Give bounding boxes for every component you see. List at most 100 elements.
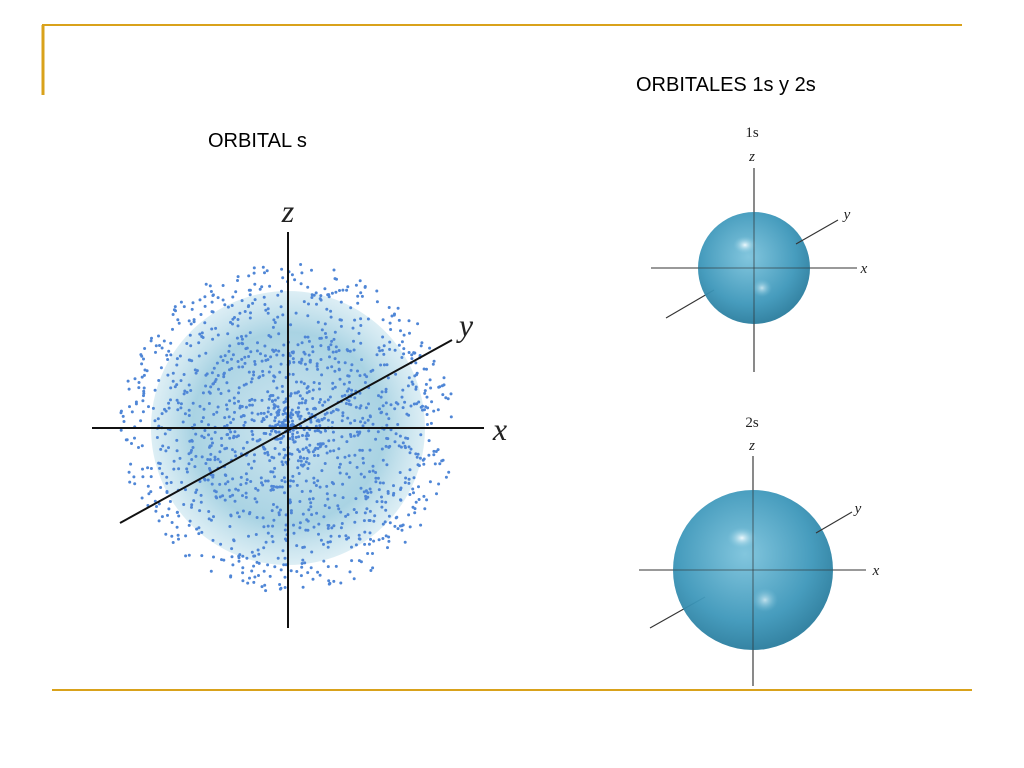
dot xyxy=(273,466,277,470)
dot xyxy=(255,349,259,353)
dot xyxy=(365,375,369,379)
dot xyxy=(248,511,252,514)
dot xyxy=(415,373,418,377)
dot xyxy=(432,449,436,453)
orbital-2s: 2s z y x xyxy=(639,415,880,686)
dot xyxy=(198,404,202,408)
dot xyxy=(283,400,287,404)
dot xyxy=(119,428,123,432)
dot xyxy=(441,458,445,462)
dot xyxy=(411,487,415,491)
dot xyxy=(212,555,215,559)
dot xyxy=(329,411,333,415)
dot xyxy=(227,389,231,393)
dot xyxy=(323,400,327,404)
dot xyxy=(149,475,153,479)
dot xyxy=(183,412,187,416)
dot xyxy=(160,472,164,476)
dot xyxy=(272,406,276,410)
dot xyxy=(371,469,375,473)
dot xyxy=(271,524,275,528)
dot xyxy=(309,501,313,505)
dot xyxy=(236,318,240,321)
dot xyxy=(155,505,158,508)
dot xyxy=(228,495,232,498)
dot xyxy=(295,570,299,573)
dot xyxy=(165,353,169,357)
dot xyxy=(159,486,163,489)
dot xyxy=(348,461,352,465)
dot xyxy=(322,559,326,563)
dot xyxy=(359,420,362,424)
dot xyxy=(161,444,165,448)
dot xyxy=(327,439,331,443)
dot xyxy=(241,494,244,498)
dot xyxy=(140,362,144,366)
dot xyxy=(153,419,157,423)
dot xyxy=(243,361,247,365)
dot xyxy=(204,282,208,286)
dot xyxy=(316,454,320,457)
dot xyxy=(353,396,357,400)
dot xyxy=(349,306,353,310)
dot xyxy=(253,575,257,579)
dot xyxy=(301,512,305,516)
dot xyxy=(137,446,140,449)
dot xyxy=(227,415,231,419)
dot xyxy=(166,373,170,377)
dot xyxy=(304,434,308,438)
dot xyxy=(237,365,241,369)
dot xyxy=(371,368,375,372)
dot xyxy=(260,585,264,589)
dot xyxy=(396,527,400,531)
dot xyxy=(298,417,302,421)
dot xyxy=(312,293,316,297)
dot xyxy=(301,585,305,589)
dot xyxy=(227,349,231,353)
dot xyxy=(153,388,157,392)
dot xyxy=(276,556,280,560)
dot xyxy=(436,408,440,412)
dot xyxy=(229,513,233,517)
dot xyxy=(326,526,330,530)
dot xyxy=(228,436,232,440)
dot xyxy=(281,420,285,424)
dot xyxy=(217,387,220,391)
dot xyxy=(221,359,225,362)
dot xyxy=(350,388,354,392)
dot xyxy=(235,336,239,340)
dot xyxy=(371,552,374,555)
dot xyxy=(149,339,153,343)
dot xyxy=(340,419,344,423)
dot xyxy=(442,376,446,380)
dot xyxy=(280,460,284,464)
dot xyxy=(283,556,287,560)
dot xyxy=(394,372,398,376)
dot xyxy=(142,389,146,393)
dot xyxy=(296,459,300,463)
dot xyxy=(197,526,201,530)
dot xyxy=(364,497,368,501)
dot xyxy=(372,519,376,523)
dot xyxy=(312,476,316,480)
dot xyxy=(173,305,177,309)
dot xyxy=(327,582,331,586)
dot xyxy=(435,492,438,496)
dot xyxy=(231,477,235,481)
dot xyxy=(259,476,263,480)
dot xyxy=(247,370,251,374)
dot xyxy=(211,441,214,445)
dot xyxy=(319,358,323,361)
dot xyxy=(211,337,215,341)
dot xyxy=(231,295,235,299)
dot xyxy=(299,459,303,463)
dot xyxy=(294,435,298,439)
dot xyxy=(266,450,269,454)
dot xyxy=(225,360,229,364)
dot xyxy=(392,484,395,488)
dot xyxy=(263,451,267,455)
dot xyxy=(243,355,247,359)
dot xyxy=(250,466,254,470)
dot xyxy=(416,322,420,326)
dot xyxy=(229,320,232,324)
